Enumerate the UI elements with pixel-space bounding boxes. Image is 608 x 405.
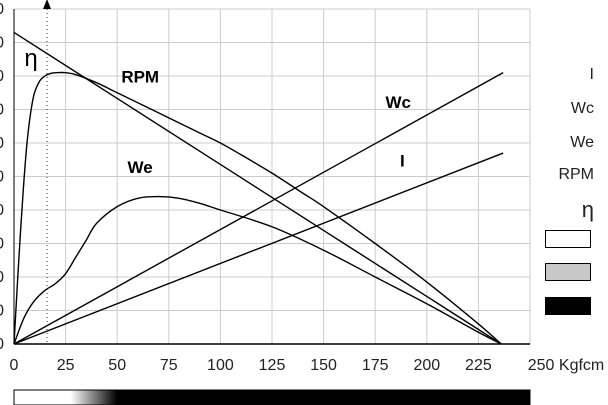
legend-swatch-gray [545, 263, 591, 281]
y-tick-label: 0 [0, 135, 4, 152]
annotation-wc: Wc [386, 93, 412, 112]
y-tick-label: 0 [0, 202, 4, 219]
legend-label-wc: Wc [570, 100, 594, 117]
y-tick-label: 0 [0, 269, 4, 286]
series-line-rpm [13, 31, 502, 345]
grid [13, 0, 531, 345]
annotation-i: I [400, 151, 405, 170]
efficiency-gradient-bar [13, 389, 531, 405]
x-tick-label: 175 [362, 357, 389, 374]
y-tick-label: 0 [0, 169, 4, 186]
y-tick-label: 0 [0, 68, 4, 85]
legend-swatch-white [545, 230, 591, 248]
x-tick-label: 100 [207, 357, 234, 374]
legend-label-we: We [570, 134, 594, 151]
legend-label-eta: η [581, 197, 594, 222]
x-tick-label: 50 [108, 357, 126, 374]
axis-arrow [43, 0, 52, 9]
x-tick-label: 200 [413, 357, 440, 374]
annotation-eta: η [24, 45, 37, 72]
legend-label-i: I [589, 66, 594, 83]
y-tick-label: 0 [0, 35, 4, 52]
y-tick-label: 0 [0, 102, 4, 119]
legend-swatch-black [545, 297, 591, 315]
x-tick-label: 25 [57, 357, 75, 374]
series-lines [13, 31, 504, 345]
x-tick-label: 225 [465, 357, 492, 374]
x-tick-label: 0 [10, 357, 19, 374]
series-line-i [13, 152, 504, 345]
legend-label-rpm: RPM [558, 166, 594, 183]
series-line-wc [13, 72, 504, 345]
y-tick-label: 0 [0, 336, 4, 353]
x-tick-label: 75 [160, 357, 178, 374]
x-tick-label: 125 [259, 357, 286, 374]
annotation-rpm: RPM [121, 68, 159, 87]
annotations: η RPM Wc We I [24, 45, 411, 177]
y-tick-label: 0 [0, 303, 4, 320]
annotation-we: We [128, 158, 153, 177]
x-tick-label: 150 [310, 357, 337, 374]
series-line-eta [13, 71, 502, 345]
x-tick-label: 250 Kgfcm [528, 357, 604, 374]
y-tick-label: 0 [0, 236, 4, 253]
series-line-we [13, 195, 502, 345]
y-tick-label: 0 [0, 1, 4, 18]
